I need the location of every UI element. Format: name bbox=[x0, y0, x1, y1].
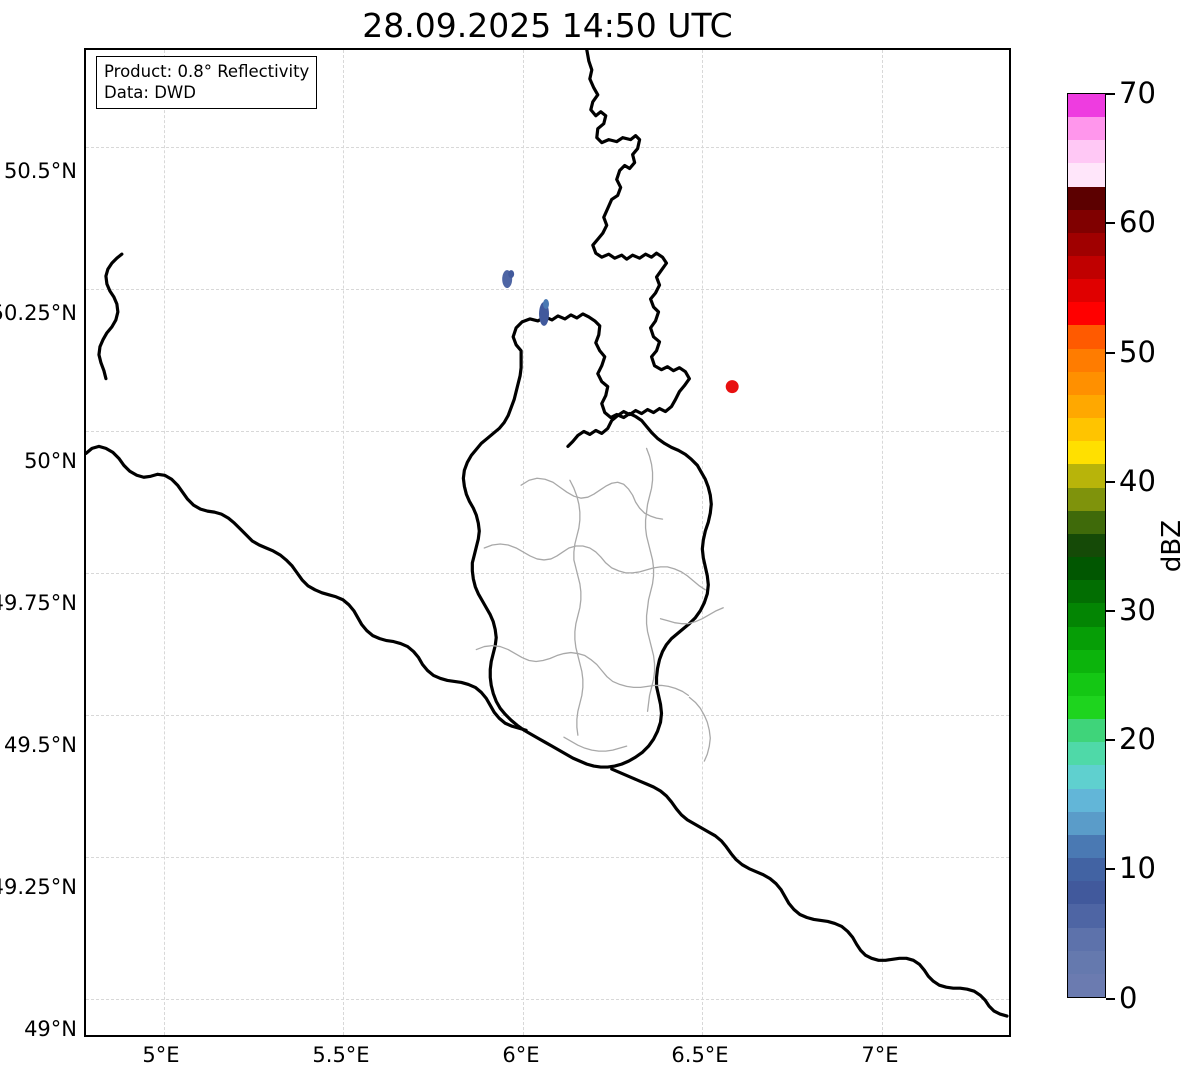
colorbar-band bbox=[1068, 256, 1105, 280]
colorbar-band bbox=[1068, 117, 1105, 141]
colorbar-band bbox=[1068, 533, 1105, 558]
gridline-vertical bbox=[881, 50, 883, 1035]
colorbar-band bbox=[1068, 765, 1105, 789]
colorbar-band bbox=[1068, 394, 1105, 419]
colorbar-tick bbox=[1106, 352, 1115, 354]
colorbar[interactable] bbox=[1067, 93, 1106, 998]
colorbar-tick bbox=[1106, 610, 1115, 612]
colorbar-band bbox=[1068, 418, 1105, 442]
colorbar-band bbox=[1068, 695, 1105, 720]
colorbar-tick bbox=[1106, 222, 1115, 224]
colorbar-tick-label: 30 bbox=[1119, 593, 1156, 627]
colorbar-tick-label: 10 bbox=[1119, 851, 1156, 885]
subregion-borders bbox=[475, 447, 724, 762]
colorbar-band bbox=[1068, 302, 1105, 326]
colorbar-band bbox=[1068, 811, 1105, 835]
colorbar-tick bbox=[1106, 739, 1115, 741]
colorbar-band bbox=[1068, 580, 1105, 604]
x-tick-label: 6°E bbox=[502, 1043, 540, 1067]
colorbar-band bbox=[1068, 973, 1105, 997]
colorbar-tick-label: 40 bbox=[1119, 464, 1156, 498]
colorbar-band bbox=[1068, 163, 1105, 187]
colorbar-tick bbox=[1106, 481, 1115, 483]
colorbar-tick-label: 20 bbox=[1119, 722, 1156, 756]
colorbar-band bbox=[1068, 881, 1105, 905]
colorbar-tick-label: 0 bbox=[1119, 981, 1138, 1015]
colorbar-band bbox=[1068, 719, 1105, 743]
echo-ne-red bbox=[725, 380, 739, 394]
colorbar-tick-label: 60 bbox=[1119, 205, 1156, 239]
x-tick-label: 5°E bbox=[142, 1043, 180, 1067]
colorbar-band bbox=[1068, 510, 1105, 534]
map-canvas bbox=[86, 50, 1009, 1018]
colorbar-band bbox=[1068, 464, 1105, 488]
colorbar-band bbox=[1068, 834, 1105, 859]
page-title: 28.09.2025 14:50 UTC bbox=[362, 6, 733, 45]
colorbar-band bbox=[1068, 626, 1105, 650]
colorbar-band bbox=[1068, 788, 1105, 812]
colorbar-band bbox=[1068, 904, 1105, 928]
colorbar-band bbox=[1068, 672, 1105, 696]
colorbar-tick-label: 50 bbox=[1119, 335, 1156, 369]
gridline-vertical bbox=[522, 50, 524, 1035]
radar-echoes bbox=[502, 270, 739, 394]
colorbar-band bbox=[1068, 371, 1105, 395]
colorbar-band bbox=[1068, 557, 1105, 581]
info-data-line: Data: DWD bbox=[104, 83, 196, 103]
x-tick-label: 5.5°E bbox=[312, 1043, 370, 1067]
colorbar-band bbox=[1068, 348, 1105, 372]
map-axes[interactable] bbox=[84, 48, 1011, 1037]
echo-nc-small-b bbox=[543, 298, 549, 309]
info-product-line: Product: 0.8° Reflectivity bbox=[104, 62, 310, 81]
x-tick-label: 6.5°E bbox=[671, 1043, 729, 1067]
colorbar-band bbox=[1068, 649, 1105, 673]
colorbar-gradient bbox=[1068, 93, 1105, 997]
colorbar-band bbox=[1068, 950, 1105, 974]
colorbar-band bbox=[1068, 186, 1105, 210]
gridline-horizontal bbox=[86, 146, 1009, 148]
colorbar-band bbox=[1068, 742, 1105, 766]
country-borders bbox=[86, 50, 1009, 1018]
x-tick-label: 7°E bbox=[861, 1043, 899, 1067]
gridline-horizontal bbox=[86, 998, 1009, 1000]
gridline-vertical bbox=[163, 50, 165, 1035]
gridline-horizontal bbox=[86, 430, 1009, 432]
gridline-horizontal bbox=[86, 856, 1009, 858]
colorbar-band bbox=[1068, 487, 1105, 511]
colorbar-band bbox=[1068, 603, 1105, 627]
colorbar-band bbox=[1068, 325, 1105, 349]
colorbar-band bbox=[1068, 441, 1105, 465]
colorbar-band bbox=[1068, 858, 1105, 882]
colorbar-band bbox=[1068, 93, 1105, 118]
gridline-horizontal bbox=[86, 714, 1009, 716]
colorbar-band bbox=[1068, 279, 1105, 303]
colorbar-tick bbox=[1106, 868, 1115, 870]
colorbar-band bbox=[1068, 140, 1105, 164]
gridline-horizontal bbox=[86, 572, 1009, 574]
info-box: Product: 0.8° Reflectivity Data: DWD bbox=[96, 56, 318, 110]
colorbar-band bbox=[1068, 209, 1105, 233]
colorbar-band bbox=[1068, 927, 1105, 951]
colorbar-tick-label: 70 bbox=[1119, 76, 1156, 110]
colorbar-axis-label: dBZ bbox=[1157, 519, 1187, 573]
colorbar-tick bbox=[1106, 998, 1115, 1000]
gridline-horizontal bbox=[86, 288, 1009, 290]
colorbar-tick bbox=[1106, 93, 1115, 95]
colorbar-band bbox=[1068, 232, 1105, 256]
echo-nw-small-b bbox=[508, 270, 515, 279]
gridline-vertical bbox=[343, 50, 345, 1035]
